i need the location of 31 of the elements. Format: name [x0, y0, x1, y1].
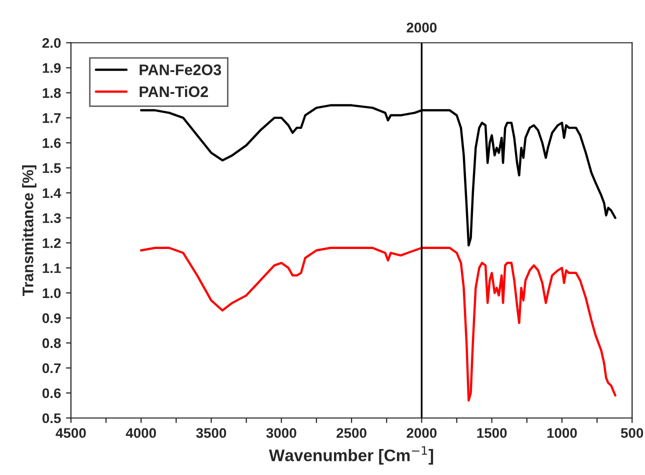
x-axis-title: Wavenumber [Cm$^{−1}$] — [268, 446, 434, 465]
x-tick-label: 500 — [620, 428, 644, 438]
x-tick-label: 2500 — [336, 428, 366, 438]
y-tick-label: 0.8 — [42, 338, 61, 348]
line-series — [140, 246, 616, 402]
y-tick-label: 0.7 — [42, 363, 61, 374]
x-tick-label: 2000 — [406, 428, 437, 438]
y-tick-label: 1.6 — [42, 138, 61, 148]
ref-line-label: 2000 — [406, 22, 437, 32]
legend-label: PAN-TiO2 — [140, 86, 208, 98]
y-tick-label: 0.5 — [42, 413, 61, 424]
y-tick-label: 2.0 — [42, 38, 61, 48]
y-tick-label: 1.0 — [42, 288, 61, 298]
y-tick-label: 1.2 — [42, 238, 61, 248]
y-tick-label: 1.1 — [42, 263, 61, 273]
y-tick-label: 1.9 — [42, 63, 61, 73]
y-tick-label: 0.6 — [42, 388, 61, 398]
legend-label: PAN-Fe2O3 — [140, 64, 222, 76]
x-tick-label: 1000 — [547, 428, 577, 438]
y-tick-label: 1.5 — [42, 163, 61, 174]
y-tick-label: 1.7 — [42, 113, 61, 123]
y-axis-title: Transmittance [%] — [22, 165, 36, 296]
y-tick-label: 1.8 — [42, 88, 61, 98]
x-tick-label: 3500 — [196, 428, 226, 438]
y-tick-label: 0.9 — [42, 313, 61, 324]
y-tick-label: 1.3 — [42, 213, 61, 224]
x-tick-label: 4500 — [56, 428, 86, 438]
y-tick-label: 1.4 — [42, 188, 62, 198]
x-tick-label: 1500 — [477, 428, 507, 438]
x-tick-label: 3000 — [266, 428, 296, 438]
x-tick-label: 4000 — [126, 428, 156, 438]
